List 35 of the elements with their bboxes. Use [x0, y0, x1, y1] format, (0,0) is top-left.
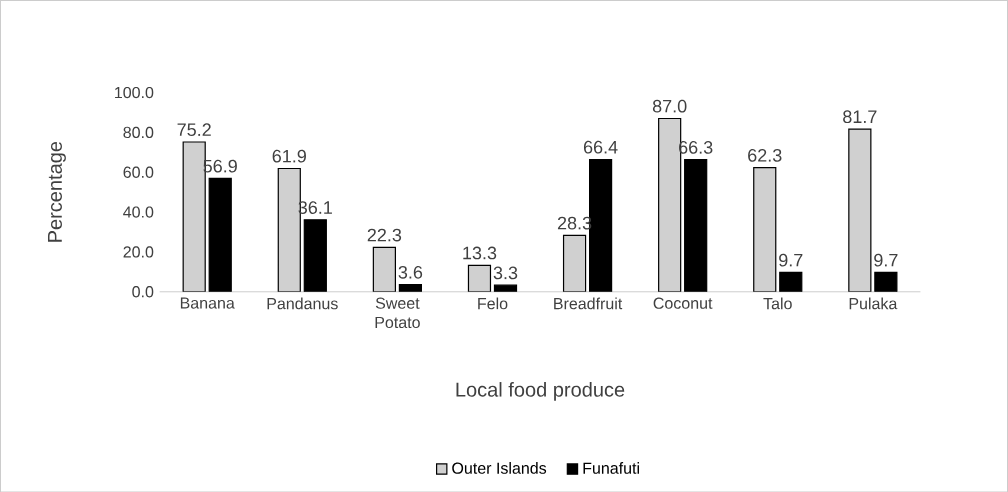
x-tick-label: Banana [180, 297, 235, 309]
x-tick-label: Talo [763, 297, 792, 310]
x-tick-label: Coconut [653, 297, 713, 309]
y-tick-label: 20.0 [123, 246, 154, 258]
y-tick-label: 100.0 [115, 86, 154, 99]
data-label: 66.4 [583, 140, 618, 154]
x-tick-label: Pulaka [849, 297, 898, 310]
data-label: 9.7 [779, 253, 803, 267]
y-axis-title: Percentage [47, 141, 66, 242]
x-tick-label: Pandanus [267, 297, 338, 310]
legend-label: Funafuti [583, 461, 639, 474]
x-tick-label: Sweet Potato [375, 297, 420, 328]
bar [372, 246, 396, 292]
bar [848, 128, 872, 292]
data-label: 22.3 [367, 228, 402, 242]
data-label: 3.3 [493, 266, 518, 280]
legend-label: Outer Islands [452, 461, 547, 474]
data-label: 61.9 [272, 149, 306, 163]
bar [753, 166, 777, 292]
data-label: 81.7 [843, 110, 877, 123]
y-tick-label: 0.0 [132, 285, 154, 298]
data-label: 75.2 [177, 123, 211, 136]
data-label: 9.7 [874, 253, 898, 267]
y-tick-label: 40.0 [123, 206, 154, 218]
x-tick-label: Felo [478, 297, 508, 310]
data-label: 13.3 [463, 246, 497, 260]
data-label: 3.6 [398, 265, 423, 279]
bar [467, 264, 492, 292]
y-tick-label: 80.0 [123, 126, 154, 138]
y-tick-label: 60.0 [123, 166, 154, 178]
data-label: 62.3 [748, 148, 782, 162]
x-axis-title: Local food produce [456, 381, 625, 401]
data-label: 87.0 [652, 99, 687, 113]
bar [562, 234, 587, 292]
x-tick-label: Breadfruit [554, 297, 623, 310]
